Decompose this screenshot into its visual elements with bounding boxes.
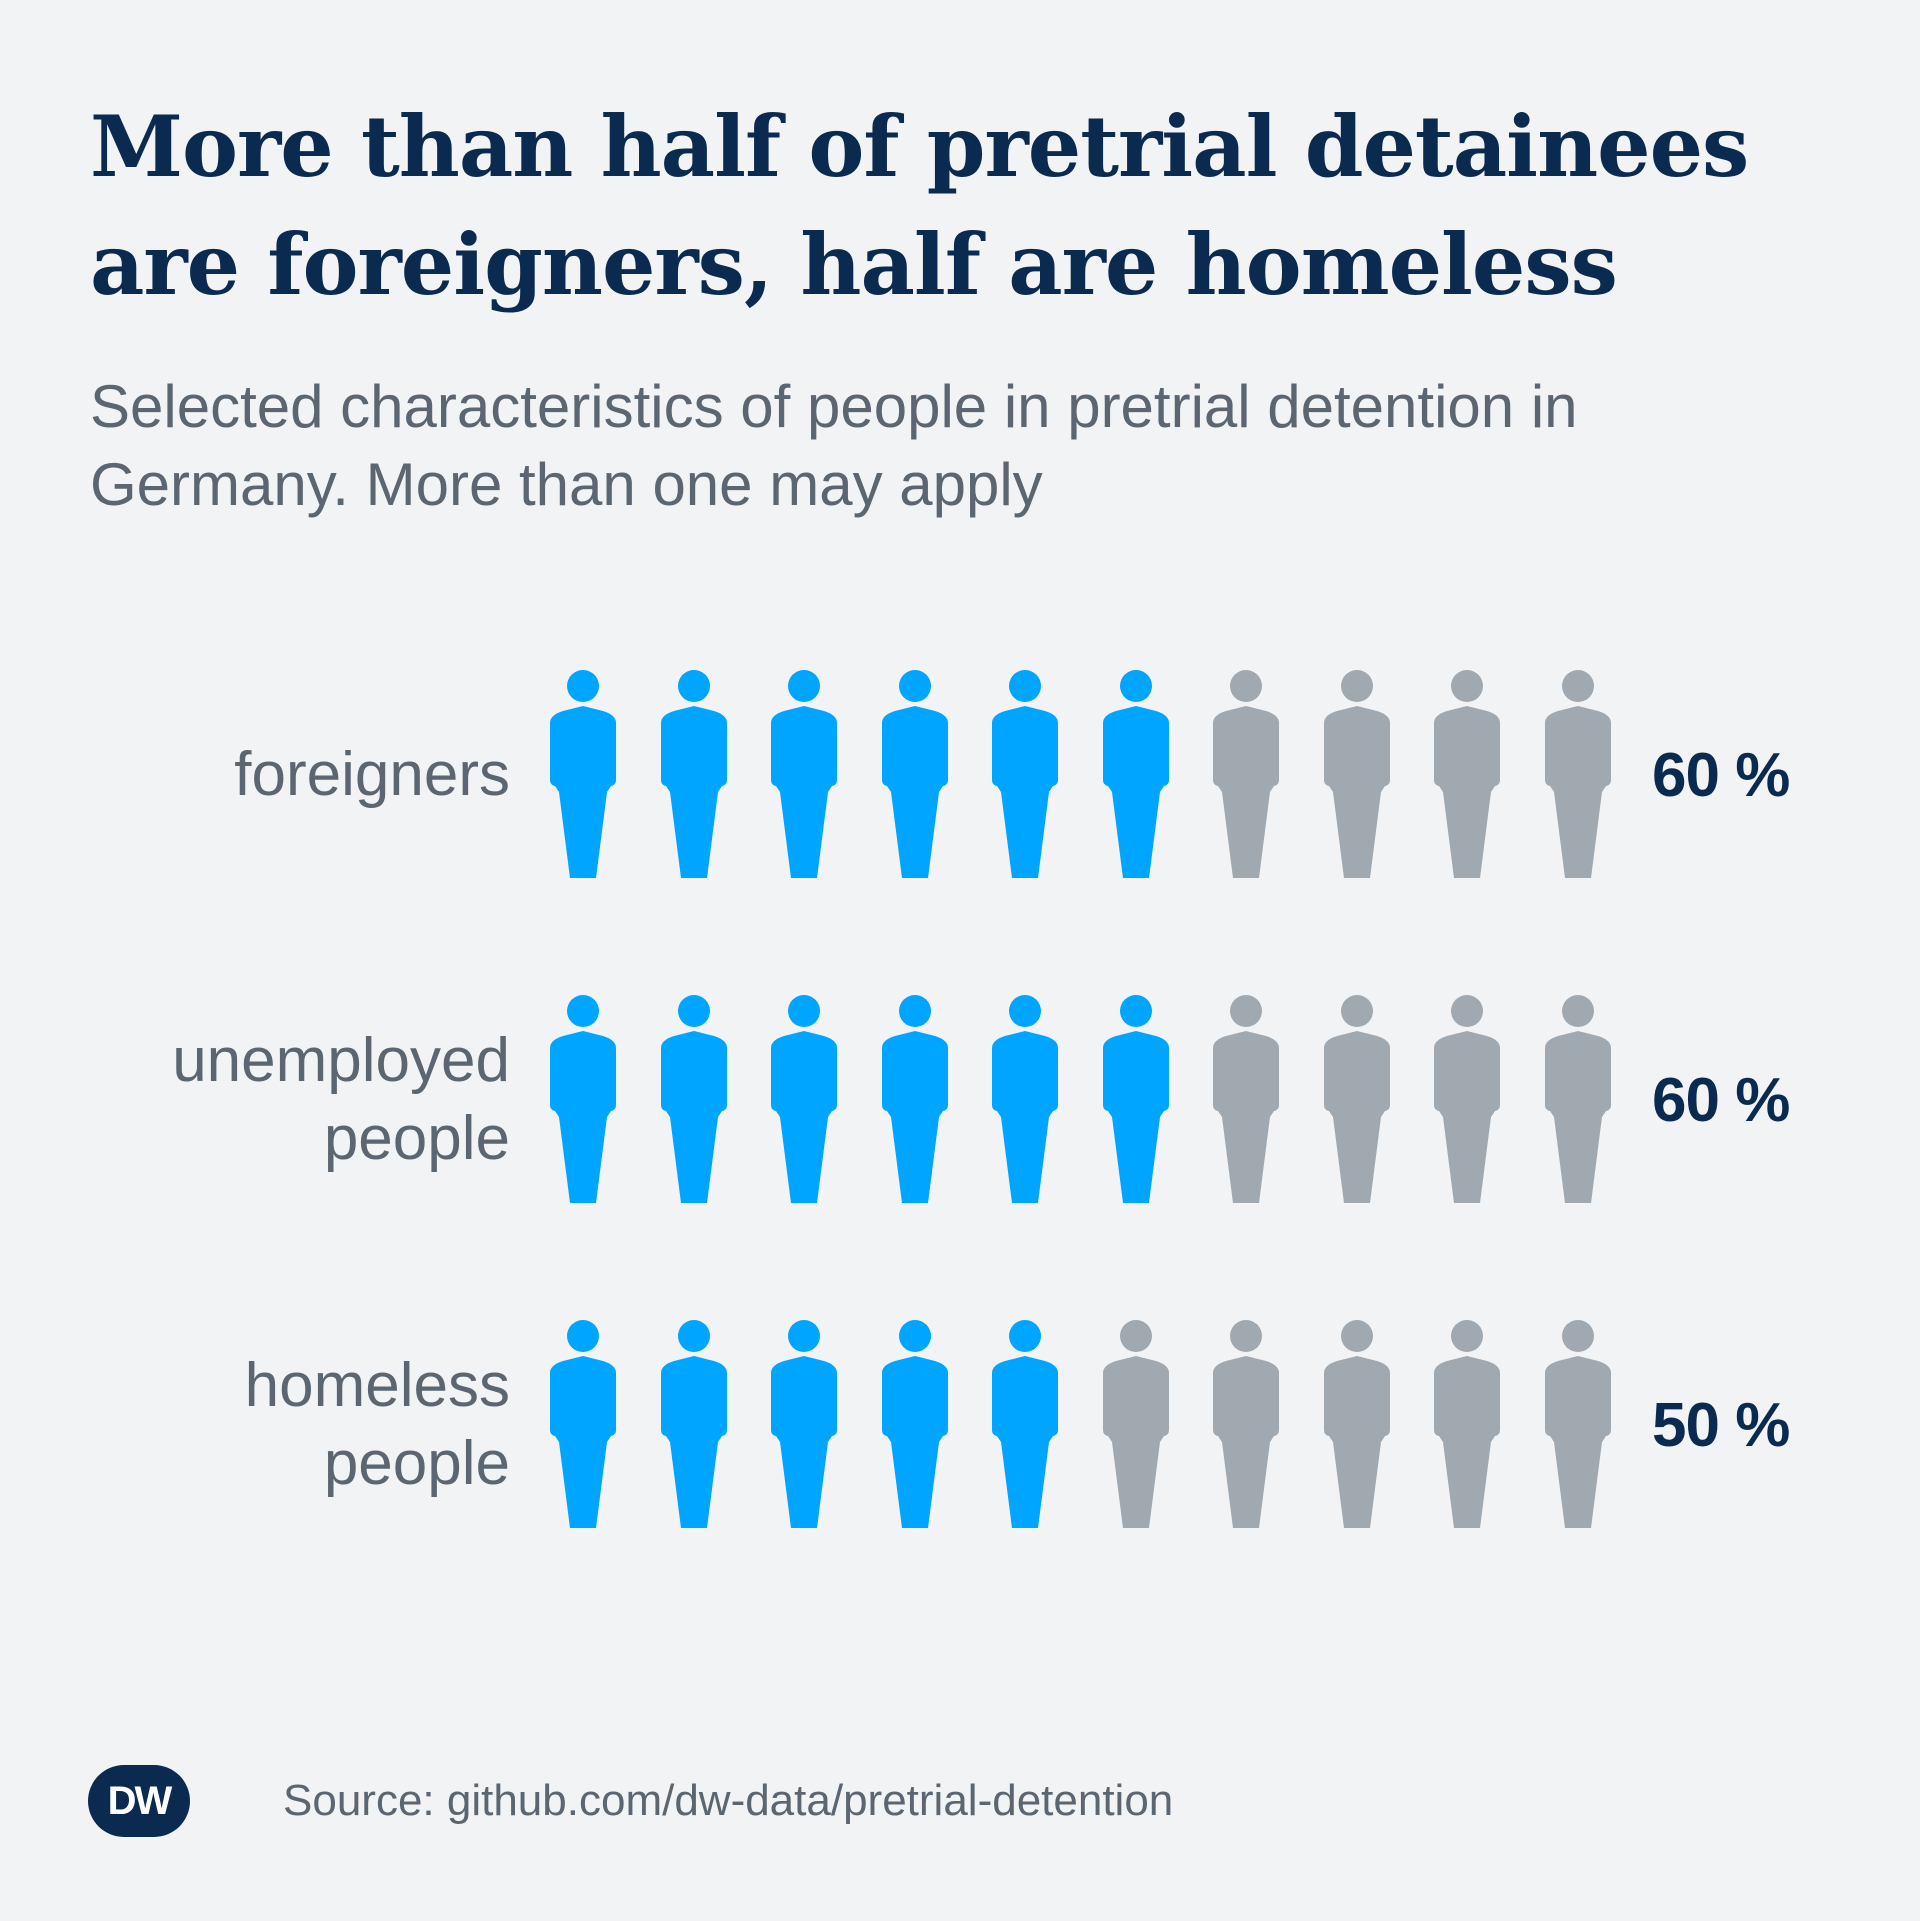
- person-icon: [881, 670, 948, 878]
- value-label: 60 %: [1652, 740, 1790, 810]
- person-icon: [660, 995, 727, 1203]
- person-icon: [1323, 1320, 1390, 1528]
- category-label: unemployed people: [172, 1026, 510, 1173]
- person-icon: [1434, 1320, 1500, 1528]
- person-icon: [1323, 995, 1390, 1203]
- chart-title: More than half of pretrial detainees are…: [90, 97, 1749, 314]
- chart-row: foreigners 60 %: [0, 670, 1920, 880]
- person-icon: [1434, 995, 1500, 1203]
- person-icon: [992, 670, 1058, 878]
- person-icon: [881, 995, 948, 1203]
- person-icon: [1102, 995, 1169, 1203]
- chart-subtitle: Selected characteristics of people in pr…: [90, 373, 1578, 518]
- category-label: homeless people: [244, 1351, 510, 1498]
- person-icon: [771, 1320, 837, 1528]
- person-icon: [1102, 670, 1169, 878]
- person-icon: [550, 1320, 616, 1528]
- person-icon: [1434, 670, 1500, 878]
- person-icon: [881, 1320, 948, 1528]
- person-icon: [550, 995, 616, 1203]
- person-icon: [1544, 670, 1611, 878]
- source-note: Source: github.com/dw-data/pretrial-dete…: [283, 1776, 1174, 1825]
- pictograph-icons: [550, 670, 1660, 880]
- person-icon: [1213, 670, 1279, 878]
- person-icon: [660, 1320, 727, 1528]
- dw-logo: DW: [88, 1765, 190, 1837]
- pictograph-icons: [550, 995, 1660, 1205]
- person-icon: [771, 670, 837, 878]
- person-icon: [1544, 1320, 1611, 1528]
- person-icon: [1213, 995, 1279, 1203]
- category-label: foreigners: [234, 740, 510, 809]
- person-icon: [771, 995, 837, 1203]
- footer: DW Source: github.com/dw-data/pretrial-d…: [88, 1765, 1788, 1837]
- chart-row: homeless people 50 %: [0, 1320, 1920, 1530]
- person-icon: [1323, 670, 1390, 878]
- pictograph-icons: [550, 1320, 1660, 1530]
- person-icon: [1102, 1320, 1169, 1528]
- person-icon: [992, 995, 1058, 1203]
- person-icon: [550, 670, 616, 878]
- person-icon: [1544, 995, 1611, 1203]
- chart-row: unemployed people 60 %: [0, 995, 1920, 1205]
- person-icon: [660, 670, 727, 878]
- person-icon: [1213, 1320, 1279, 1528]
- value-label: 50 %: [1652, 1390, 1790, 1460]
- value-label: 60 %: [1652, 1065, 1790, 1135]
- person-icon: [992, 1320, 1058, 1528]
